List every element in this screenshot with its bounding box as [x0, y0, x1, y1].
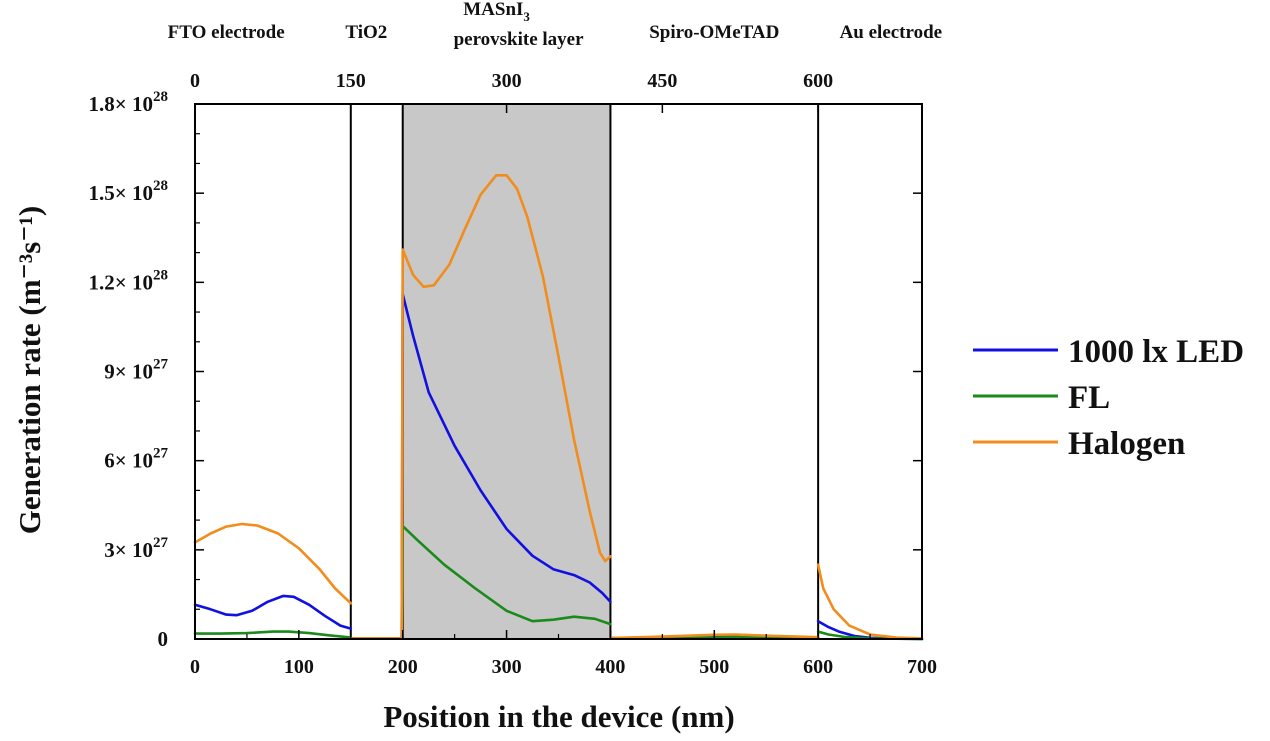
- layer-label: Au electrode: [840, 22, 943, 43]
- series-line-1000-lx-led: [193, 594, 353, 630]
- x-tick-label: 400: [595, 656, 625, 678]
- series-line-1000-lx-led: [400, 292, 612, 640]
- series-line-halogen: [609, 633, 820, 640]
- top-tick-label: 300: [492, 70, 522, 92]
- x-tick-label: 500: [699, 656, 729, 678]
- top-tick-label: 450: [647, 70, 677, 92]
- series-line-halogen: [816, 563, 924, 640]
- x-tick-label: 600: [803, 656, 833, 678]
- series-line-halogen: [400, 174, 612, 640]
- y-tick-label: 3× 1027: [104, 535, 168, 562]
- y-axis-title: Generation rate (m⁻³s⁻¹): [12, 206, 47, 535]
- layer-label: FTO electrode: [168, 22, 285, 43]
- layer-label-line2: perovskite layer: [454, 29, 585, 50]
- legend-label: 1000 lx LED: [1068, 334, 1244, 370]
- series-line-fl: [193, 630, 353, 639]
- y-tick-label: 9× 1027: [104, 357, 168, 384]
- x-tick-label: 100: [284, 656, 314, 678]
- layer-label: TiO2: [345, 22, 387, 43]
- legend-label: Halogen: [1068, 426, 1185, 462]
- y-tick-label: 1.8× 1028: [89, 89, 168, 116]
- y-tick-label: 0: [158, 627, 169, 651]
- y-tick-label: 1.5× 1028: [89, 178, 168, 205]
- x-tick-label: 200: [388, 656, 418, 678]
- top-tick-label: 150: [336, 70, 366, 92]
- y-tick-label: 1.2× 1028: [89, 267, 168, 294]
- series-line-halogen: [193, 522, 353, 605]
- legend: 1000 lx LED FL Halogen: [973, 334, 1244, 462]
- legend-label: FL: [1068, 380, 1110, 416]
- layer-label: Spiro-OMeTAD: [649, 22, 779, 43]
- layer-label: MASnI3: [463, 0, 530, 24]
- y-tick-label: 6× 1027: [104, 446, 168, 473]
- x-tick-label: 0: [190, 656, 200, 678]
- x-axis-title: Position in the device (nm): [383, 699, 734, 734]
- x-tick-label: 300: [492, 656, 522, 678]
- perovskite-shaded-region: [402, 104, 611, 639]
- x-tick-label: 700: [907, 656, 937, 678]
- top-tick-label: 0: [190, 70, 200, 92]
- top-tick-label: 600: [803, 70, 833, 92]
- series-line-fl: [400, 524, 612, 641]
